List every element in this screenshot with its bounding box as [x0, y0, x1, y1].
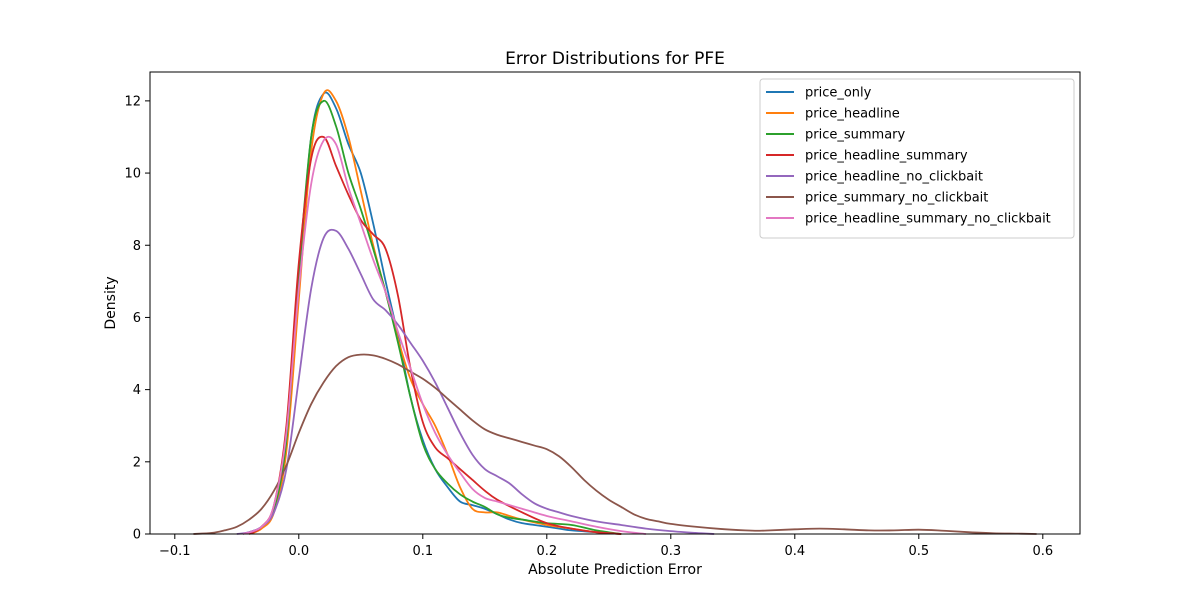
legend-entry-label: price_headline — [805, 107, 900, 122]
y-tick-label: 2 — [133, 455, 141, 470]
y-tick-label: 10 — [124, 167, 141, 182]
series-line-price-headline-summary-no-clickbait — [242, 135, 647, 535]
x-tick-label: 0.2 — [536, 544, 557, 559]
legend-entry-label: price_headline_no_clickbait — [805, 170, 983, 185]
y-tick-label: 4 — [133, 383, 141, 398]
legend-entry-label: price_headline_summary_no_clickbait — [805, 212, 1051, 227]
axes-frame — [149, 71, 1081, 535]
y-tick-label: 0 — [133, 528, 141, 543]
y-tick-label: 12 — [124, 94, 141, 109]
y-tick-label: 6 — [133, 311, 141, 326]
legend-entry-label: price_summary — [805, 128, 906, 143]
plot-area — [193, 89, 1037, 535]
x-axis: −0.1 0.0 0.1 0.2 0.3 0.4 0.5 0.6 — [159, 534, 1053, 559]
y-tick-label: 8 — [133, 239, 141, 254]
series-line-price-summary-no-clickbait — [193, 353, 1037, 535]
x-tick-label: 0.3 — [660, 544, 681, 559]
series-line-price-headline-no-clickbait — [236, 228, 715, 535]
series-line-price-headline — [248, 89, 622, 535]
x-tick-label: 0.1 — [412, 544, 433, 559]
x-tick-label: 0.5 — [908, 544, 929, 559]
x-axis-label: Absolute Prediction Error — [528, 562, 702, 578]
x-tick-label: 0.0 — [288, 544, 309, 559]
y-axis: 0 2 4 6 8 10 12 — [124, 94, 150, 543]
x-tick-label: 0.6 — [1032, 544, 1053, 559]
chart-title: Error Distributions for PFE — [505, 49, 725, 69]
series-line-price-only — [242, 91, 622, 535]
legend-entry-label: price_summary_no_clickbait — [805, 191, 988, 206]
legend: price_only price_headline price_summarypri… — [759, 78, 1075, 239]
legend-entry-label: price_only — [805, 86, 872, 101]
legend-box — [759, 78, 1075, 239]
x-tick-label: 0.4 — [784, 544, 805, 559]
x-tick-label: −0.1 — [159, 544, 191, 559]
series-line-price-summary — [248, 99, 622, 535]
y-axis-label: Density — [103, 276, 119, 329]
series-line-price-headline-summary — [248, 135, 622, 535]
legend-entry-label: price_headline_summary — [805, 149, 968, 164]
